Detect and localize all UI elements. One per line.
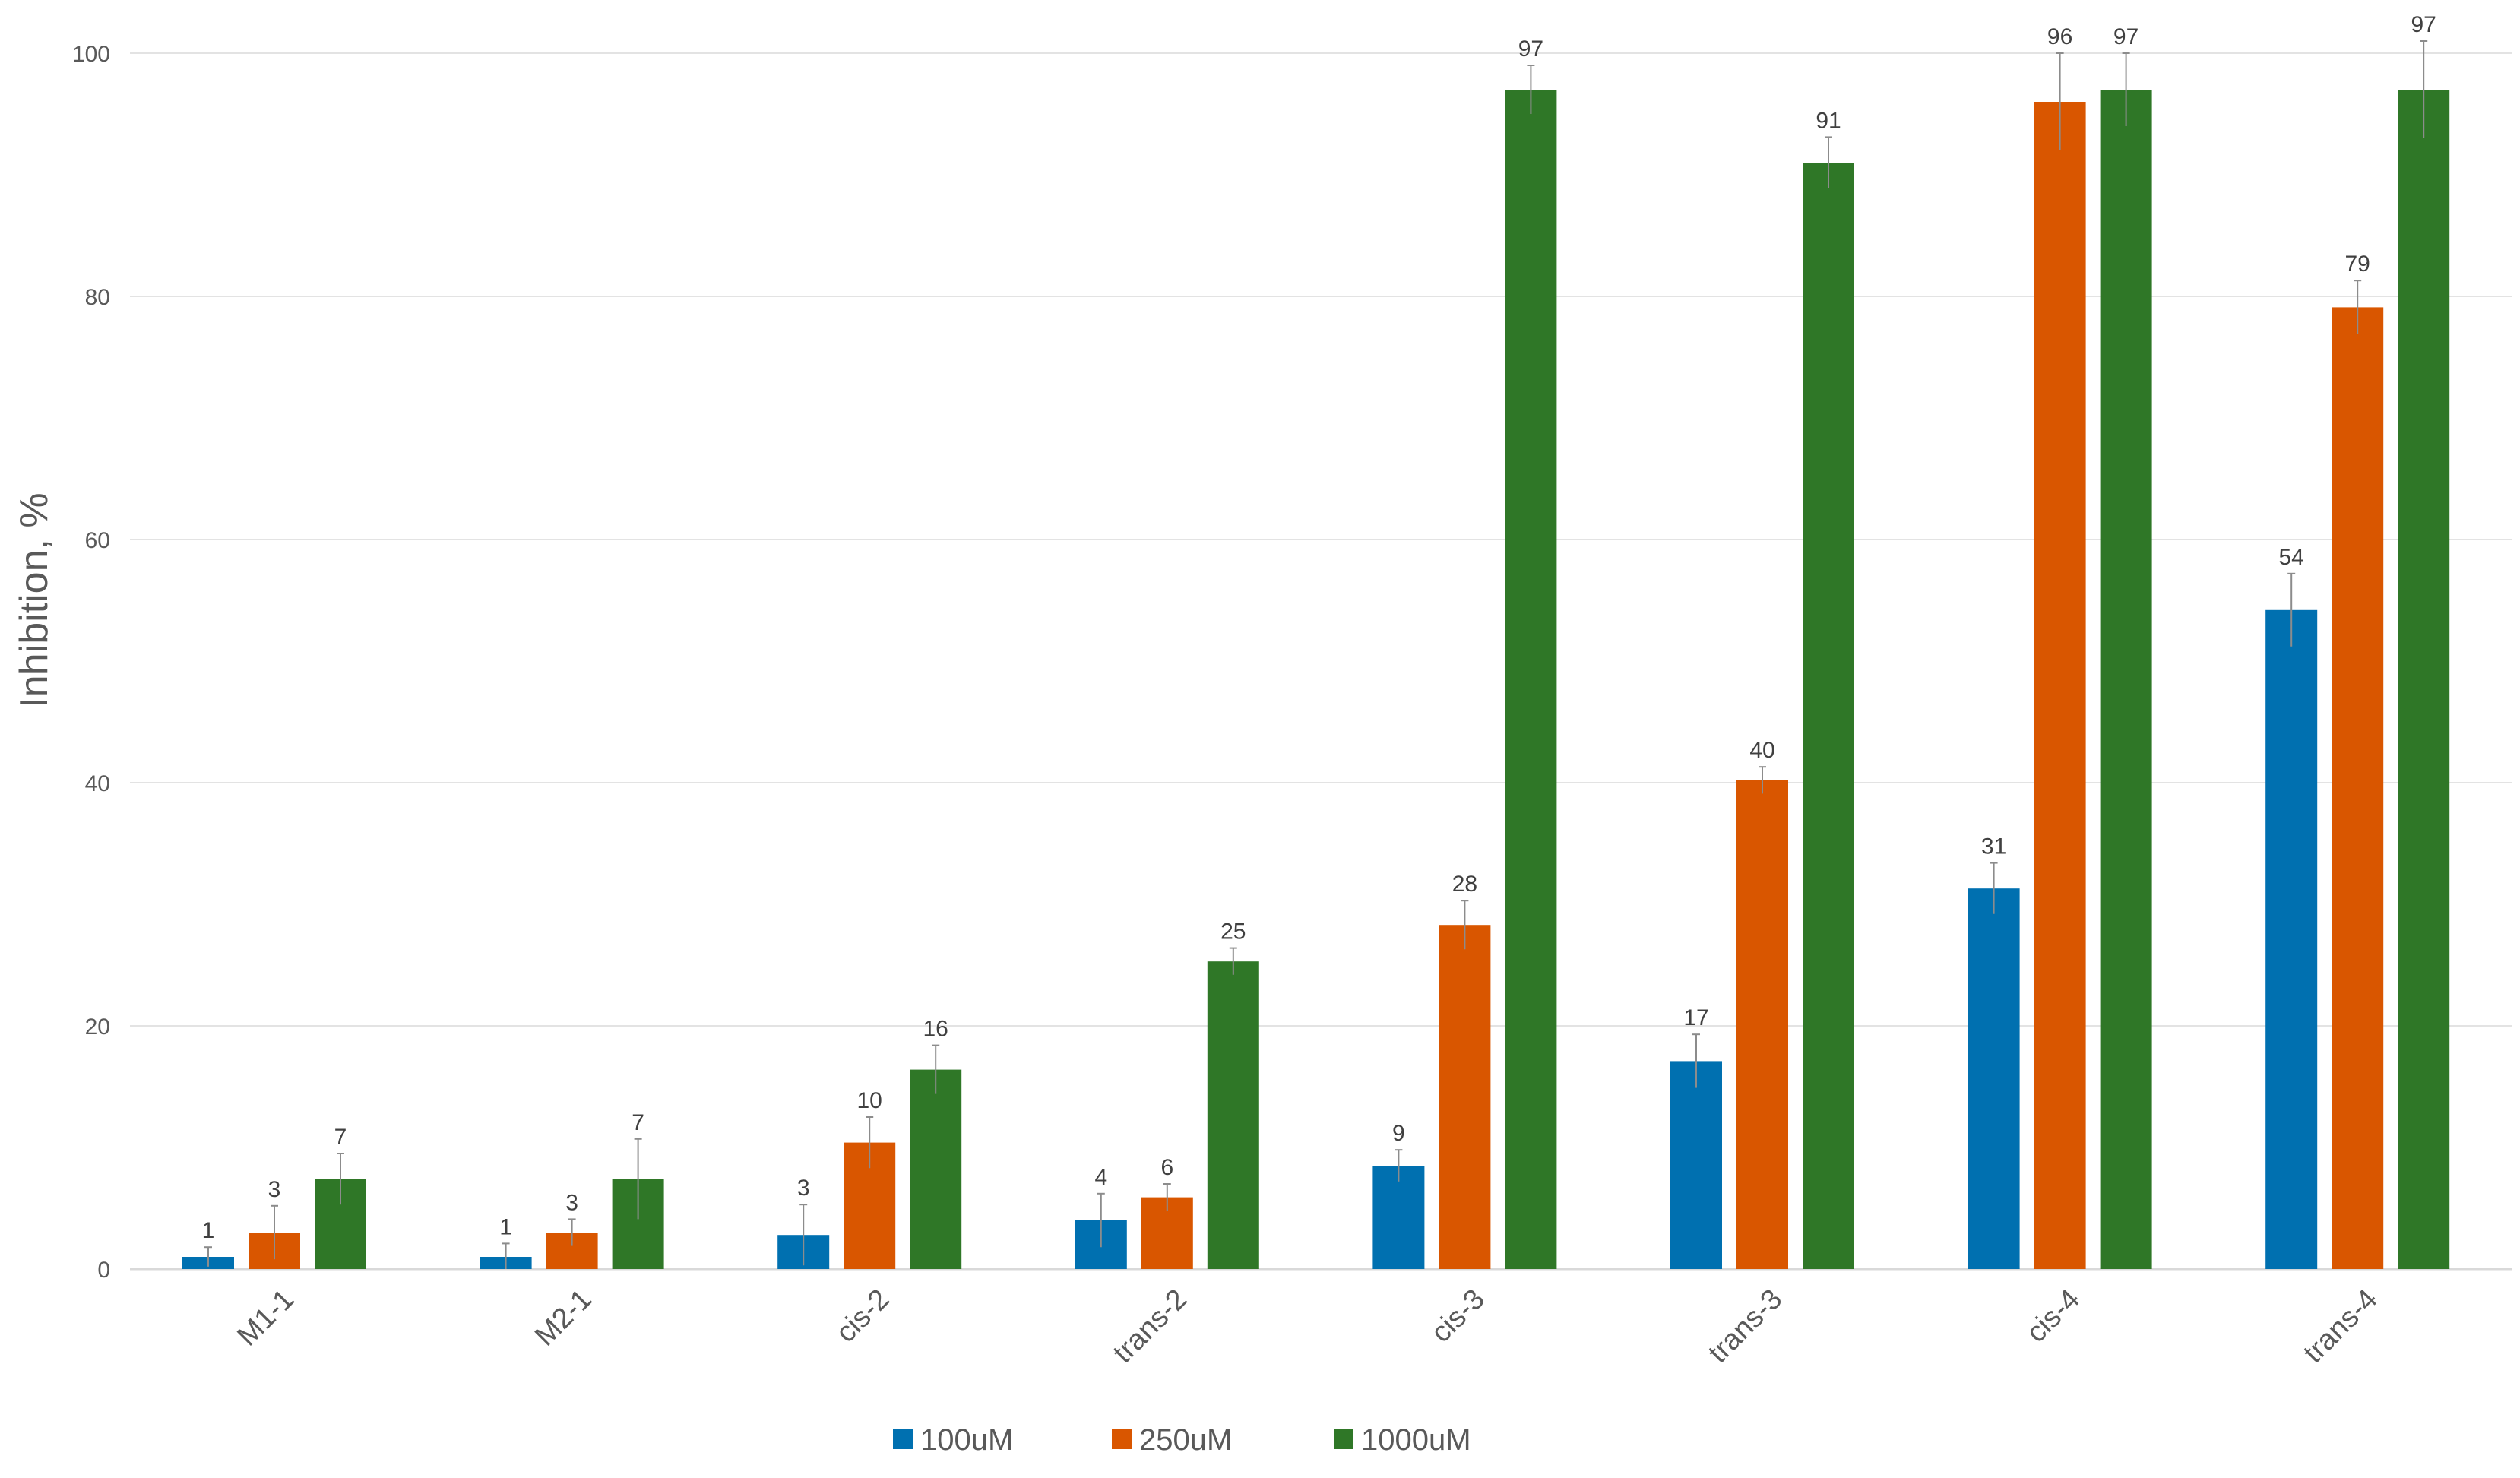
category-label-cis-3: cis-3 [1425,1283,1490,1349]
legend-label-100uM: 100uM [920,1423,1013,1457]
data-label-1000uM-trans-2: 25 [1220,919,1246,945]
data-label-1000uM-trans-3: 91 [1816,108,1841,133]
bar-100uM-trans-3 [1670,1061,1722,1269]
y-tick-label: 60 [85,528,110,553]
data-label-250uM-cis-2: 10 [857,1088,882,1113]
data-label-1000uM-cis-3: 97 [1518,36,1543,62]
category-label-trans-3: trans-3 [1702,1283,1788,1369]
y-tick-label: 0 [97,1258,110,1283]
data-label-100uM-trans-3: 17 [1683,1005,1708,1030]
data-label-100uM-trans-2: 4 [1094,1165,1107,1190]
legend: 100uM 250uM 1000uM [893,1423,1471,1457]
data-label-100uM-cis-3: 9 [1392,1121,1405,1146]
y-tick-label: 80 [85,285,110,310]
data-label-250uM-M1-1: 3 [268,1177,281,1202]
data-label-100uM-M1-1: 1 [202,1218,215,1243]
legend-swatch-1000uM [1334,1429,1353,1449]
legend-label-1000uM: 1000uM [1361,1423,1471,1457]
data-label-250uM-cis-3: 28 [1452,872,1477,897]
data-label-250uM-cis-4: 96 [2047,24,2072,49]
category-label-M2-1: M2-1 [529,1283,598,1353]
legend-swatch-100uM [893,1429,913,1449]
bar-1000uM-cis-2 [910,1069,962,1269]
data-label-1000uM-trans-4: 97 [2411,12,2436,37]
data-label-1000uM-cis-4: 97 [2113,24,2139,49]
bar-100uM-cis-4 [1968,888,2020,1269]
data-label-250uM-M2-1: 3 [565,1190,578,1215]
data-label-250uM-trans-4: 79 [2345,252,2370,277]
y-axis-title: Inhibition, % [12,492,56,707]
data-label-1000uM-cis-2: 16 [923,1017,948,1042]
y-tick-label: 40 [85,771,110,796]
category-label-cis-2: cis-2 [830,1283,895,1349]
category-label-trans-2: trans-2 [1107,1283,1193,1369]
data-label-100uM-cis-4: 31 [1981,834,2006,859]
bar-250uM-cis-4 [2034,102,2086,1269]
bar-1000uM-trans-4 [2398,90,2450,1269]
y-axis-tick-labels: 0 20 40 60 80 100 [72,42,110,1283]
category-label-cis-4: cis-4 [2021,1283,2086,1349]
y-tick-label: 20 [85,1014,110,1040]
data-label-100uM-cis-2: 3 [797,1176,810,1201]
bar-100uM-trans-4 [2265,609,2318,1269]
category-labels: M1-1 M2-1 cis-2 trans-2 cis-3 trans-3 cis-4 tra… [231,1283,2383,1369]
data-label-250uM-trans-2: 6 [1160,1155,1173,1180]
data-label-100uM-trans-4: 54 [2279,545,2304,570]
bar-250uM-cis-3 [1439,925,1491,1269]
bar-1000uM-trans-3 [1803,163,1854,1269]
category-label-M1-1: M1-1 [231,1283,300,1353]
data-label-1000uM-M2-1: 7 [632,1110,644,1135]
bar-1000uM-cis-4 [2100,90,2152,1269]
legend-swatch-250uM [1112,1429,1132,1449]
bar-250uM-trans-3 [1736,780,1788,1269]
bar-1000uM-trans-2 [1207,961,1259,1269]
bar-100uM-cis-3 [1372,1166,1425,1269]
bar-1000uM-cis-3 [1505,90,1557,1269]
gridlines [130,52,2512,1027]
legend-label-250uM: 250uM [1139,1423,1232,1457]
bar-250uM-trans-4 [2332,307,2384,1269]
data-label-100uM-M2-1: 1 [499,1214,512,1239]
data-label-250uM-trans-3: 40 [1749,738,1774,763]
data-label-1000uM-M1-1: 7 [334,1125,347,1150]
y-tick-label: 100 [72,42,110,67]
category-label-trans-4: trans-4 [2297,1283,2383,1369]
